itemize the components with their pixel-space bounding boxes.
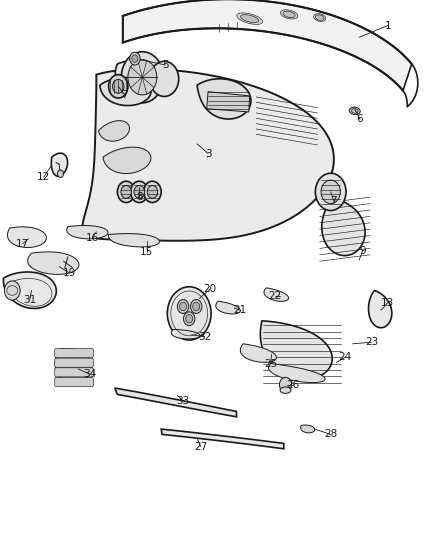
Circle shape: [117, 181, 135, 203]
Polygon shape: [123, 0, 412, 91]
Text: 9: 9: [359, 246, 366, 255]
FancyBboxPatch shape: [55, 377, 93, 386]
Circle shape: [167, 287, 211, 340]
Circle shape: [191, 300, 202, 313]
Circle shape: [184, 312, 195, 326]
Polygon shape: [322, 198, 365, 256]
Text: 34: 34: [83, 369, 96, 379]
Text: 33: 33: [177, 396, 190, 406]
Polygon shape: [264, 288, 289, 301]
FancyBboxPatch shape: [55, 358, 93, 367]
Polygon shape: [103, 147, 151, 174]
Circle shape: [186, 314, 193, 323]
Circle shape: [321, 180, 340, 204]
Circle shape: [57, 170, 64, 177]
Polygon shape: [115, 388, 237, 417]
Circle shape: [150, 61, 179, 96]
Text: 13: 13: [381, 298, 394, 308]
Circle shape: [279, 377, 292, 392]
Ellipse shape: [280, 387, 291, 393]
Text: 31: 31: [23, 295, 36, 304]
Ellipse shape: [350, 107, 360, 115]
Circle shape: [193, 302, 200, 311]
Text: 27: 27: [194, 442, 207, 451]
Polygon shape: [82, 69, 334, 241]
Text: 15: 15: [140, 247, 153, 257]
Text: 32: 32: [198, 332, 212, 342]
Polygon shape: [99, 120, 130, 141]
Text: 28: 28: [324, 430, 337, 439]
Text: 7: 7: [330, 196, 337, 206]
Text: 17: 17: [16, 239, 29, 248]
Ellipse shape: [280, 10, 298, 19]
Circle shape: [121, 52, 163, 103]
Polygon shape: [268, 364, 325, 383]
Text: 16: 16: [85, 233, 99, 243]
Circle shape: [134, 185, 145, 198]
Circle shape: [4, 281, 20, 300]
Circle shape: [180, 302, 187, 311]
Circle shape: [315, 173, 346, 211]
Ellipse shape: [315, 15, 324, 20]
Text: 1: 1: [384, 21, 391, 30]
Text: 6: 6: [357, 115, 364, 124]
Circle shape: [144, 181, 161, 203]
Ellipse shape: [240, 14, 259, 23]
Text: 23: 23: [365, 337, 378, 347]
Polygon shape: [207, 92, 250, 112]
Polygon shape: [115, 60, 165, 91]
Text: 24: 24: [339, 352, 352, 362]
Polygon shape: [240, 344, 276, 362]
Circle shape: [131, 181, 148, 203]
Text: 5: 5: [162, 60, 169, 70]
Polygon shape: [368, 290, 392, 328]
Polygon shape: [161, 429, 284, 449]
FancyBboxPatch shape: [55, 368, 93, 377]
Circle shape: [128, 60, 157, 95]
Polygon shape: [300, 425, 314, 433]
Polygon shape: [197, 79, 251, 119]
Circle shape: [113, 79, 124, 93]
Ellipse shape: [352, 108, 358, 114]
Ellipse shape: [283, 11, 295, 18]
Polygon shape: [260, 321, 332, 379]
Circle shape: [177, 300, 189, 313]
Ellipse shape: [314, 14, 326, 21]
Polygon shape: [100, 78, 151, 106]
Polygon shape: [7, 227, 46, 247]
Polygon shape: [216, 301, 240, 314]
Polygon shape: [56, 349, 91, 384]
Circle shape: [147, 185, 158, 198]
Polygon shape: [109, 233, 159, 247]
Text: 19: 19: [63, 268, 76, 278]
Polygon shape: [51, 153, 67, 176]
Polygon shape: [171, 329, 200, 339]
Text: 25: 25: [264, 359, 277, 368]
Text: 3: 3: [205, 149, 212, 158]
Ellipse shape: [237, 13, 262, 25]
Polygon shape: [28, 252, 79, 274]
Circle shape: [130, 52, 140, 65]
Text: 20: 20: [204, 284, 217, 294]
Text: 22: 22: [268, 291, 282, 301]
FancyBboxPatch shape: [55, 349, 93, 358]
Circle shape: [132, 55, 138, 62]
Polygon shape: [4, 272, 57, 309]
Text: 8: 8: [136, 192, 143, 201]
Text: 12: 12: [37, 172, 50, 182]
Text: 21: 21: [233, 305, 247, 315]
Polygon shape: [67, 225, 108, 239]
Text: 26: 26: [286, 380, 299, 390]
Circle shape: [121, 185, 131, 198]
Circle shape: [109, 75, 128, 98]
Text: 7: 7: [121, 90, 128, 100]
